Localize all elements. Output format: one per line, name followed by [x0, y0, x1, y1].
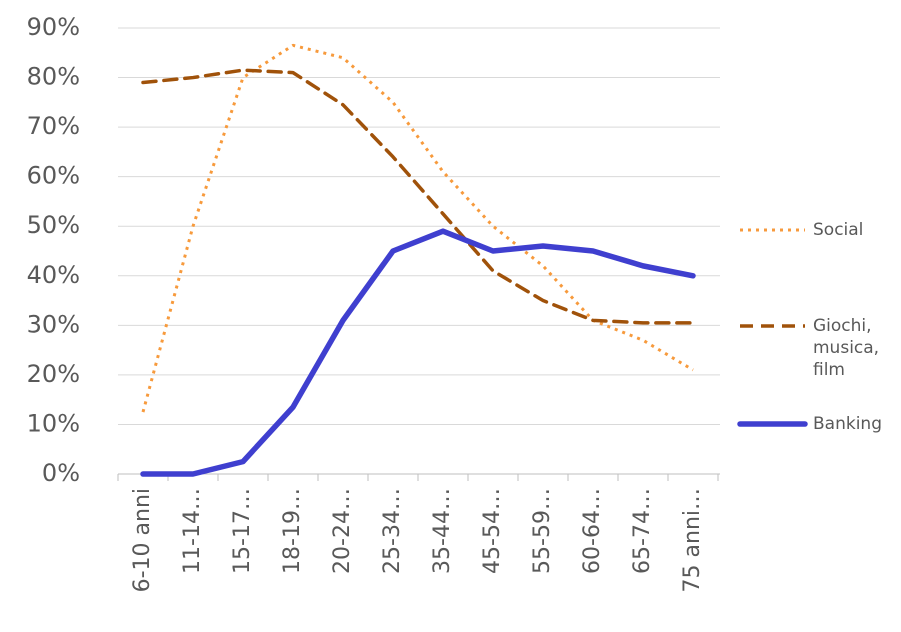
legend-item: Banking — [813, 414, 882, 434]
x-tick-label: 45-54… — [480, 488, 505, 574]
x-tick-label: 20-24… — [330, 488, 355, 574]
y-tick-label: 0% — [42, 459, 80, 487]
x-tick-label: 35-44… — [430, 488, 455, 574]
y-tick-label: 50% — [27, 211, 80, 239]
y-tick-label: 20% — [27, 360, 80, 388]
x-tick-label: 65-74… — [630, 488, 655, 574]
legend-item: Social — [813, 220, 864, 240]
x-tick-label: 25-34… — [380, 488, 405, 574]
y-tick-label: 70% — [27, 112, 80, 140]
legend-label: Giochi, musica, film — [813, 316, 880, 380]
series-line — [141, 68, 695, 325]
legend-label: Banking — [813, 414, 882, 434]
y-tick-label: 30% — [27, 310, 80, 338]
series-line — [141, 43, 694, 413]
y-tick-label: 80% — [27, 63, 80, 91]
y-tick-label: 60% — [27, 162, 80, 190]
x-tick-label: 15-17… — [230, 488, 255, 574]
y-tick-label: 10% — [27, 409, 80, 437]
x-tick-label: 6-10 anni — [130, 488, 155, 592]
x-tick-label: 11-14… — [180, 488, 205, 574]
x-tick-label: 55-59… — [530, 488, 555, 574]
legend-label: Social — [813, 220, 864, 240]
x-tick-label: 18-19… — [280, 488, 305, 574]
y-tick-label: 40% — [27, 261, 80, 289]
series-line — [140, 228, 696, 477]
x-tick-label: 60-64… — [580, 488, 605, 574]
y-tick-label: 90% — [27, 13, 80, 41]
legend-item: Giochi, musica, film — [813, 316, 880, 380]
x-tick-label: 75 anni… — [680, 488, 705, 592]
